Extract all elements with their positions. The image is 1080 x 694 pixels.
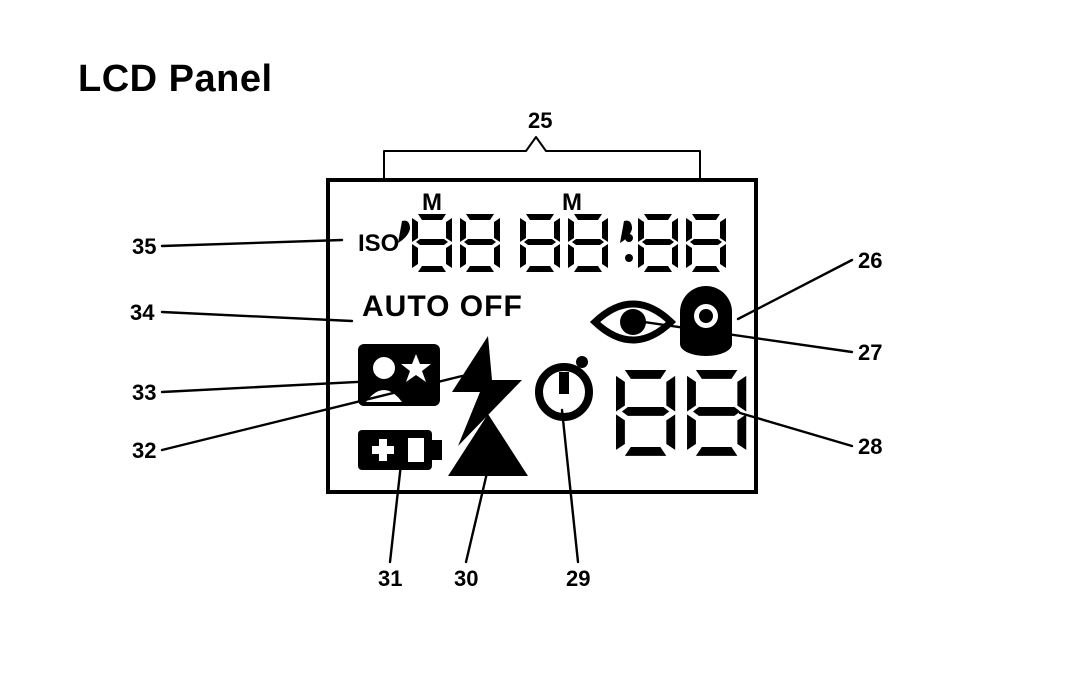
leader-34 [162,312,352,321]
autooff-label: AUTO OFF [362,290,523,323]
leader-lines [162,240,852,562]
colon-dot-bottom [625,254,633,262]
digit-pair-3 [638,214,726,272]
eye-icon [595,304,671,340]
self-timer-icon [539,356,589,417]
page-root: LCD Panel 25 35 34 33 32 26 27 28 31 30 … [0,0,1080,694]
film-cartridge-icon [680,286,732,356]
m1-label: M [422,189,442,216]
leader-31 [390,455,402,562]
top-bracket [384,137,700,180]
frame-counter-digits [616,370,746,456]
top-digits [398,214,726,272]
colon-dot-top [625,234,633,242]
portrait-night-icon [358,344,440,406]
iso-label: ISO [358,230,399,257]
leader-27 [630,320,852,352]
leader-29 [562,410,578,562]
digit-pair-1 [412,214,500,272]
diagram-svg: ISO M M AUTO OFF [0,0,1080,694]
digit-pair-2 [520,214,608,272]
tick-mark-1 [398,221,410,243]
m2-label: M [562,189,582,216]
leader-35 [162,240,342,246]
